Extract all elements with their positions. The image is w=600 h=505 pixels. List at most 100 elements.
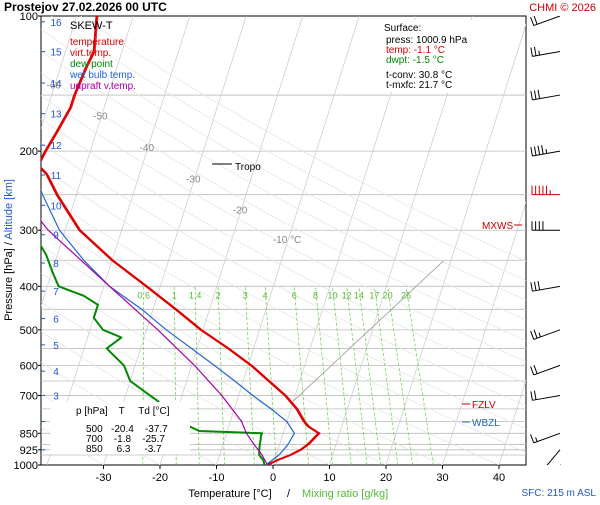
p-tick-label: 200 xyxy=(20,146,38,158)
km-tick-label: 10 xyxy=(50,201,62,212)
wind-barb xyxy=(532,221,560,230)
wind-barb-flag xyxy=(531,91,533,100)
mixing-ratio-label: 10 xyxy=(328,290,338,300)
isotherm-label: -10 °C xyxy=(273,235,301,246)
wind-barb-staff xyxy=(534,433,560,443)
km-tick-label: 3 xyxy=(53,391,59,402)
wind-barb-staff xyxy=(532,286,560,291)
wind-barb-flag xyxy=(538,90,540,99)
wind-barb xyxy=(535,450,560,471)
x-tick-label: -30 xyxy=(96,472,112,484)
wind-barb-flag xyxy=(531,282,533,291)
wind-barb-staff xyxy=(534,365,560,375)
x-tick-label: 40 xyxy=(493,472,505,484)
isotherm-line xyxy=(556,16,600,465)
wind-barb-flag xyxy=(534,147,536,156)
wind-barb xyxy=(531,391,560,400)
wind-barb-flag xyxy=(539,51,540,55)
wind-barb xyxy=(532,186,560,195)
sfc-label: SFC: 215 m ASL xyxy=(522,488,597,499)
level-table-row-850: 850 6.3 -3.7 xyxy=(86,444,162,455)
wind-barb-flag xyxy=(534,282,536,291)
wind-barb-staff xyxy=(532,395,560,400)
x-tick-label: 10 xyxy=(323,472,335,484)
wind-barb xyxy=(531,90,560,100)
wind-barb-flag xyxy=(531,331,534,339)
km-tick-label: 12 xyxy=(50,141,62,152)
chart-header-title: Prostejov 27.02.2026 00 UTC xyxy=(4,0,167,14)
mixing-ratio-label: 12 xyxy=(342,290,352,300)
wind-barb-flag xyxy=(534,47,536,56)
y-axis-label: Pressure [hPa] xyxy=(3,248,15,321)
km-tick-label: 11 xyxy=(51,171,62,182)
wind-barb-staff xyxy=(560,465,586,475)
mixing-ratio-label: 20 xyxy=(383,290,393,300)
mixing-ratio-label: 4 xyxy=(263,290,268,300)
wind-barb-flag xyxy=(534,365,537,373)
isotherm-label: -30 xyxy=(186,175,201,186)
legend-item-temperature: temperature xyxy=(70,37,124,48)
mixing-ratio-label: 14 xyxy=(354,290,364,300)
isotherm-label: -50 xyxy=(93,111,108,122)
x-axis-separator: / xyxy=(287,488,291,500)
wind-barb-flag xyxy=(585,475,587,479)
wind-barb-flag xyxy=(531,434,534,442)
legend-item-updraft: udpraft v.temp. xyxy=(70,81,136,92)
wind-barb-flag xyxy=(535,465,542,471)
mixing-ratio-label: 3 xyxy=(243,290,248,300)
km-tick-label: 15 xyxy=(50,48,62,59)
legend-item-virt-temp: virt.temp. xyxy=(70,48,111,59)
km-tick-label: 4 xyxy=(53,367,59,378)
wind-barb-flag xyxy=(538,146,540,155)
wind-barb-flag xyxy=(534,391,536,400)
y-axis-label-group: Pressure [hPa] / Altitude [km] xyxy=(3,179,15,321)
wind-barb xyxy=(531,365,560,375)
mixing-ratio-label: 0.6 xyxy=(137,290,150,300)
wind-barb-staff xyxy=(532,52,560,57)
wind-barb-flag xyxy=(531,48,533,57)
p-tick-label: 600 xyxy=(20,360,38,372)
credit-label: CHMI © 2026 xyxy=(529,2,596,14)
legend-item-dew-point: dew point xyxy=(70,59,113,70)
x-tick-label: 0 xyxy=(270,472,276,484)
wind-barb-flag xyxy=(531,391,533,400)
level-table-header: p [hPa] T Td [°C] xyxy=(76,406,170,417)
km-tick-label: 5 xyxy=(53,341,59,352)
wind-barb-staff xyxy=(542,450,560,471)
mixing-ratio-label: 6 xyxy=(292,290,297,300)
p-tick-label: 300 xyxy=(20,225,38,237)
y-axis-separator: / xyxy=(3,240,15,249)
wind-barb xyxy=(531,145,560,156)
km-tick-label: 13 xyxy=(50,110,62,121)
legend-heading: SKEW-T xyxy=(70,20,113,32)
wind-barb xyxy=(531,281,560,291)
wind-barb xyxy=(531,16,560,26)
x-tick-label: 30 xyxy=(436,472,448,484)
isotherm-label: -70 xyxy=(0,50,15,61)
x-tick-label: -10 xyxy=(209,472,225,484)
mixing-ratio-label: 1.4 xyxy=(189,290,202,300)
isotherm-label: -40 xyxy=(140,143,155,154)
x-axis-label: Temperature [°C] xyxy=(188,488,271,500)
wind-barb-flag xyxy=(546,149,547,153)
km-tick-label: 6 xyxy=(53,315,59,326)
wind-barb-staff xyxy=(534,16,560,26)
wind-barb xyxy=(531,433,560,443)
wind-barb-flag xyxy=(534,330,537,338)
p-tick-label: 1000 xyxy=(14,460,38,472)
wind-barb-flag xyxy=(534,90,536,99)
wind-barb-flag xyxy=(536,437,538,441)
surface-heading: Surface: xyxy=(384,23,421,34)
wind-barb-flag xyxy=(531,17,534,25)
fzlv-label: FZLV xyxy=(472,400,496,411)
y-axis-label-km: Altitude [km] xyxy=(3,179,15,240)
wind-barb xyxy=(531,47,560,56)
mixing-ratio-label: 17 xyxy=(369,290,379,300)
wind-barb-flag xyxy=(542,145,544,154)
wind-barb-flag xyxy=(531,147,533,156)
isotherm-label: -20 xyxy=(233,205,248,216)
p-tick-label: 700 xyxy=(20,390,38,402)
mixing-ratio-label: 2 xyxy=(216,290,221,300)
surface-tmxfc: t-mxfc: 21.7 °C xyxy=(386,80,452,91)
